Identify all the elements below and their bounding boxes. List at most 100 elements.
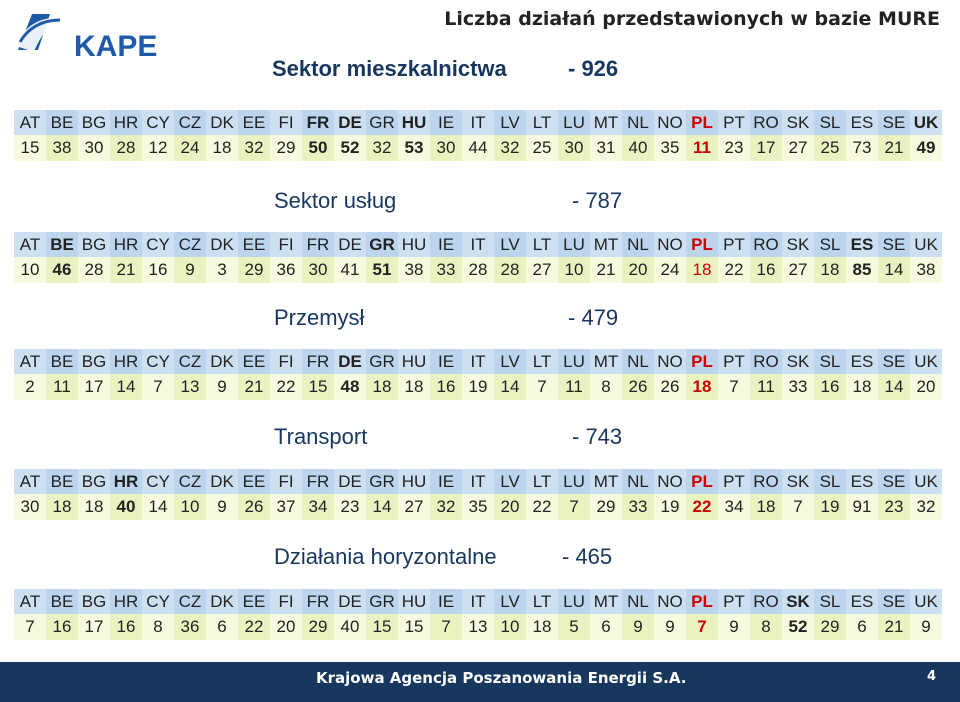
country-code-hr: HR <box>110 589 142 614</box>
country-code-be: BE <box>46 349 78 374</box>
country-code-mt: MT <box>590 349 622 374</box>
country-code-es: ES <box>846 469 878 494</box>
country-code-cy: CY <box>142 110 174 135</box>
country-code-at: AT <box>14 469 46 494</box>
value-dk: 3 <box>206 257 238 283</box>
country-code-uk: UK <box>910 110 942 135</box>
value-fi: 29 <box>270 135 302 161</box>
value-hr: 21 <box>110 257 142 283</box>
country-code-gr: GR <box>366 232 398 257</box>
country-code-sk: SK <box>782 232 814 257</box>
country-code-nl: NL <box>622 232 654 257</box>
value-gr: 32 <box>366 135 398 161</box>
value-cz: 9 <box>174 257 206 283</box>
value-gr: 15 <box>366 614 398 640</box>
value-at: 15 <box>14 135 46 161</box>
value-hu: 38 <box>398 257 430 283</box>
section-count: - 787 <box>572 188 623 213</box>
value-bg: 18 <box>78 494 110 520</box>
country-code-ro: RO <box>750 349 782 374</box>
value-mt: 8 <box>590 374 622 400</box>
country-code-cz: CZ <box>174 589 206 614</box>
country-code-cz: CZ <box>174 110 206 135</box>
country-code-bg: BG <box>78 232 110 257</box>
country-code-sk: SK <box>782 469 814 494</box>
country-code-hr: HR <box>110 349 142 374</box>
value-sk: 33 <box>782 374 814 400</box>
value-fi: 20 <box>270 614 302 640</box>
value-mt: 29 <box>590 494 622 520</box>
value-ee: 26 <box>238 494 270 520</box>
country-code-de: DE <box>334 349 366 374</box>
value-it: 13 <box>462 614 494 640</box>
value-gr: 18 <box>366 374 398 400</box>
value-nl: 26 <box>622 374 654 400</box>
value-be: 38 <box>46 135 78 161</box>
value-sl: 25 <box>814 135 846 161</box>
value-no: 9 <box>654 614 686 640</box>
country-table: AT BE BG HR CY CZ DK EE FI FR DE GR HU IE IT LV LT LU MT NL… <box>14 110 942 161</box>
country-code-hu: HU <box>398 232 430 257</box>
country-code-lv: LV <box>494 232 526 257</box>
country-code-fr: FR <box>302 589 334 614</box>
value-uk: 49 <box>910 135 942 161</box>
value-ee: 29 <box>238 257 270 283</box>
section-count: - 479 <box>568 305 619 330</box>
country-code-dk: DK <box>206 589 238 614</box>
value-mt: 6 <box>590 614 622 640</box>
country-code-sk: SK <box>782 349 814 374</box>
value-sl: 18 <box>814 257 846 283</box>
section-count: - 926 <box>568 56 619 81</box>
country-code-it: IT <box>462 589 494 614</box>
value-cy: 8 <box>142 614 174 640</box>
value-es: 6 <box>846 614 878 640</box>
value-lu: 10 <box>558 257 590 283</box>
country-code-de: DE <box>334 589 366 614</box>
value-uk: 38 <box>910 257 942 283</box>
country-code-hu: HU <box>398 469 430 494</box>
value-no: 35 <box>654 135 686 161</box>
country-code-ie: IE <box>430 349 462 374</box>
value-ie: 30 <box>430 135 462 161</box>
value-hu: 53 <box>398 135 430 161</box>
country-code-ro: RO <box>750 110 782 135</box>
value-es: 18 <box>846 374 878 400</box>
value-lv: 14 <box>494 374 526 400</box>
country-code-mt: MT <box>590 469 622 494</box>
value-ro: 11 <box>750 374 782 400</box>
value-bg: 17 <box>78 374 110 400</box>
country-code-de: DE <box>334 232 366 257</box>
country-code-se: SE <box>878 110 910 135</box>
value-mt: 21 <box>590 257 622 283</box>
value-ie: 32 <box>430 494 462 520</box>
value-se: 14 <box>878 374 910 400</box>
country-code-sl: SL <box>814 232 846 257</box>
value-no: 26 <box>654 374 686 400</box>
country-code-pl: PL <box>686 232 718 257</box>
value-nl: 9 <box>622 614 654 640</box>
country-code-lv: LV <box>494 110 526 135</box>
value-pt: 7 <box>718 374 750 400</box>
country-code-lt: LT <box>526 469 558 494</box>
value-cz: 36 <box>174 614 206 640</box>
value-de: 41 <box>334 257 366 283</box>
country-code-be: BE <box>46 469 78 494</box>
value-se: 14 <box>878 257 910 283</box>
value-sk: 27 <box>782 257 814 283</box>
value-be: 11 <box>46 374 78 400</box>
country-code-hu: HU <box>398 110 430 135</box>
country-code-cz: CZ <box>174 469 206 494</box>
country-code-ee: EE <box>238 232 270 257</box>
country-code-cy: CY <box>142 349 174 374</box>
country-code-it: IT <box>462 469 494 494</box>
value-hu: 27 <box>398 494 430 520</box>
country-code-hr: HR <box>110 110 142 135</box>
value-mt: 31 <box>590 135 622 161</box>
country-code-no: NO <box>654 232 686 257</box>
section-count: - 743 <box>572 424 623 449</box>
value-lt: 18 <box>526 614 558 640</box>
country-code-gr: GR <box>366 349 398 374</box>
country-code-lt: LT <box>526 110 558 135</box>
value-cy: 14 <box>142 494 174 520</box>
value-it: 44 <box>462 135 494 161</box>
